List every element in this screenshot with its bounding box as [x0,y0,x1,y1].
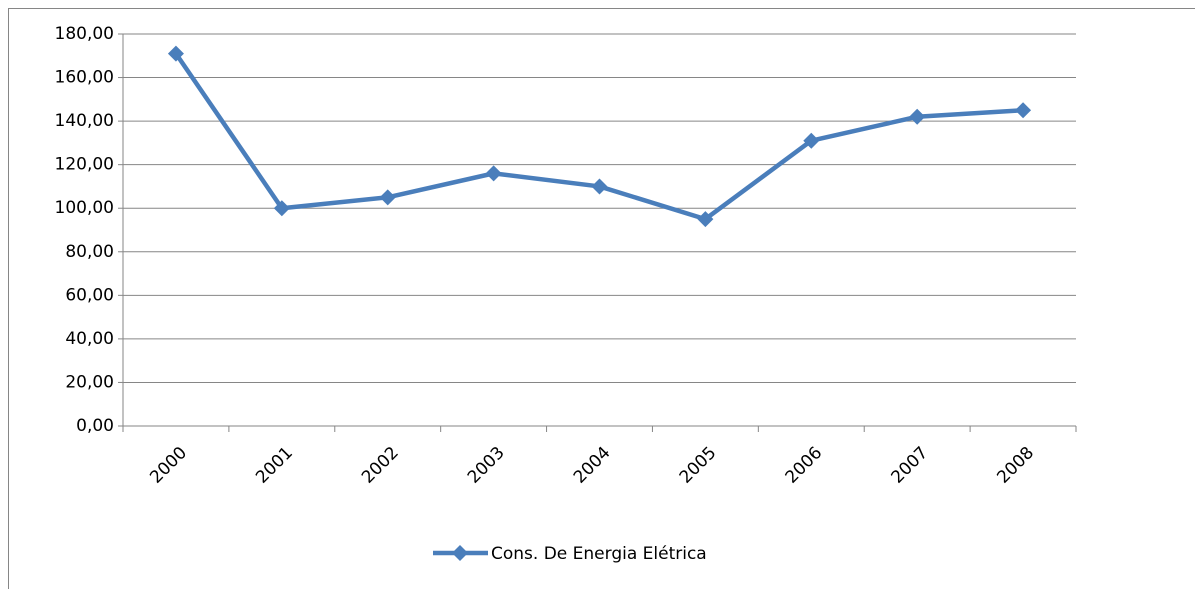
legend-label: Cons. De Energia Elétrica [491,544,707,564]
x-tick-label: 2004 [570,443,615,488]
y-tick-label: 60,00 [65,285,114,305]
chart-frame [8,8,1195,589]
data-point [485,165,502,182]
y-tick-label: 100,00 [55,198,114,218]
y-tick-label: 180,00 [55,24,114,44]
data-point [697,211,714,228]
data-point [167,45,184,62]
y-tick-label: 140,00 [55,111,114,131]
y-tick-label: 0,00 [76,416,114,436]
data-point [273,200,290,217]
y-tick-label: 40,00 [65,329,114,349]
data-point [909,108,926,125]
data-point [1015,102,1032,119]
x-tick-label: 2000 [146,443,191,488]
x-tick-label: 2001 [252,443,297,488]
y-tick-label: 120,00 [55,155,114,175]
y-tick-label: 20,00 [65,372,114,392]
x-tick-label: 2003 [464,443,509,488]
y-tick-label: 160,00 [55,68,114,88]
x-tick-label: 2007 [888,443,933,488]
y-tick-label: 80,00 [65,242,114,262]
data-point [379,189,396,206]
x-tick-label: 2008 [993,443,1038,488]
x-tick-label: 2002 [358,443,403,488]
data-point [803,132,820,149]
x-tick-label: 2005 [676,443,721,488]
data-point [591,178,608,195]
legend-marker [452,545,468,561]
x-tick-label: 2006 [782,443,827,488]
